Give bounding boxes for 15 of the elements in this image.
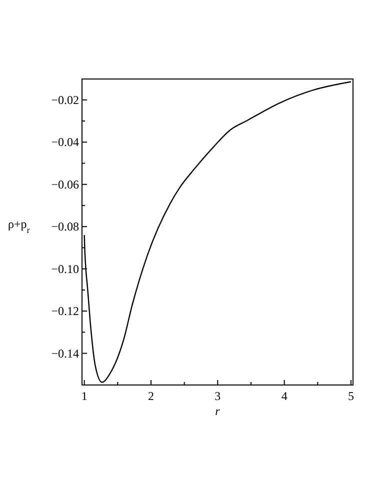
line-series: [84, 81, 352, 383]
y-tick-label: −0.04: [51, 135, 79, 150]
x-tick-label: 1: [81, 389, 88, 403]
x-tick-label: 3: [214, 389, 221, 403]
x-tick-label: 4: [281, 389, 288, 403]
y-axis-title: ρ+p$_{r}$: [8, 217, 30, 235]
y-tick-label: −0.12: [51, 304, 79, 318]
y-tick-label: −0.10: [51, 262, 79, 276]
y-tick-label: −0.02: [51, 92, 79, 107]
x-tick-label: 5: [348, 389, 354, 403]
y-tick-label: −0.14: [51, 346, 79, 360]
x-tick-label: 2: [148, 389, 154, 403]
y-tick-label: −0.06: [51, 177, 79, 192]
x-axis-title: r: [215, 404, 220, 418]
y-tick-label: −0.08: [51, 220, 79, 234]
